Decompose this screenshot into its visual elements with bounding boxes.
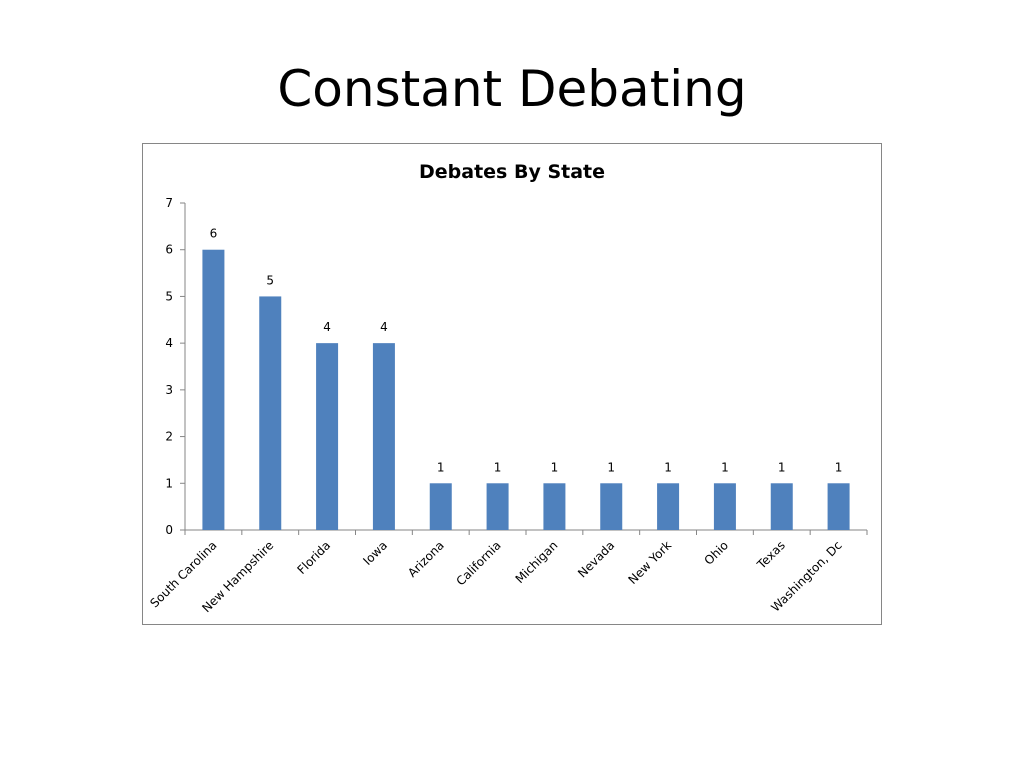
data-label: 1 [664,460,672,474]
y-tick-label: 3 [165,383,173,397]
data-label: 1 [437,460,445,474]
category-label: Iowa [360,538,390,568]
y-tick-label: 7 [165,196,173,210]
chart-data-labels: 6 5 4 4 1 1 1 1 1 1 1 1 [210,227,843,475]
bar [429,483,452,530]
chart-title: Debates By State [419,161,605,183]
category-label: New York [625,538,674,587]
chart-axes: 0 1 2 3 4 5 6 7 [165,196,868,537]
bar [770,483,793,530]
bar [600,483,623,530]
category-label: Florida [294,538,333,577]
bar [827,483,850,530]
data-label: 5 [266,273,274,287]
bar [316,343,339,530]
slide-title: Constant Debating [277,60,747,118]
bar [202,249,225,530]
bar [713,483,736,530]
chart-bars [202,249,850,530]
data-label: 1 [494,460,502,474]
data-label: 1 [721,460,729,474]
y-tick-label: 0 [165,523,173,537]
data-label: 4 [380,320,388,334]
bar [372,343,395,530]
data-label: 1 [551,460,559,474]
bar [486,483,509,530]
data-label: 4 [323,320,331,334]
data-label: 1 [835,460,843,474]
category-label: Arizona [405,538,447,580]
category-label: California [454,538,504,588]
category-label: Texas [754,538,788,572]
y-tick-label: 4 [165,336,173,350]
category-label: Michigan [513,538,561,586]
data-label: 1 [778,460,786,474]
bar [543,483,566,530]
y-tick-label: 2 [165,430,173,444]
bar [259,296,282,530]
data-label: 6 [210,227,218,241]
y-tick-label: 5 [165,289,173,303]
y-tick-label: 1 [165,476,173,490]
y-tick-label: 6 [165,243,173,257]
bar [657,483,680,530]
category-label: Ohio [702,538,732,568]
category-label: Nevada [575,538,617,580]
data-label: 1 [607,460,615,474]
